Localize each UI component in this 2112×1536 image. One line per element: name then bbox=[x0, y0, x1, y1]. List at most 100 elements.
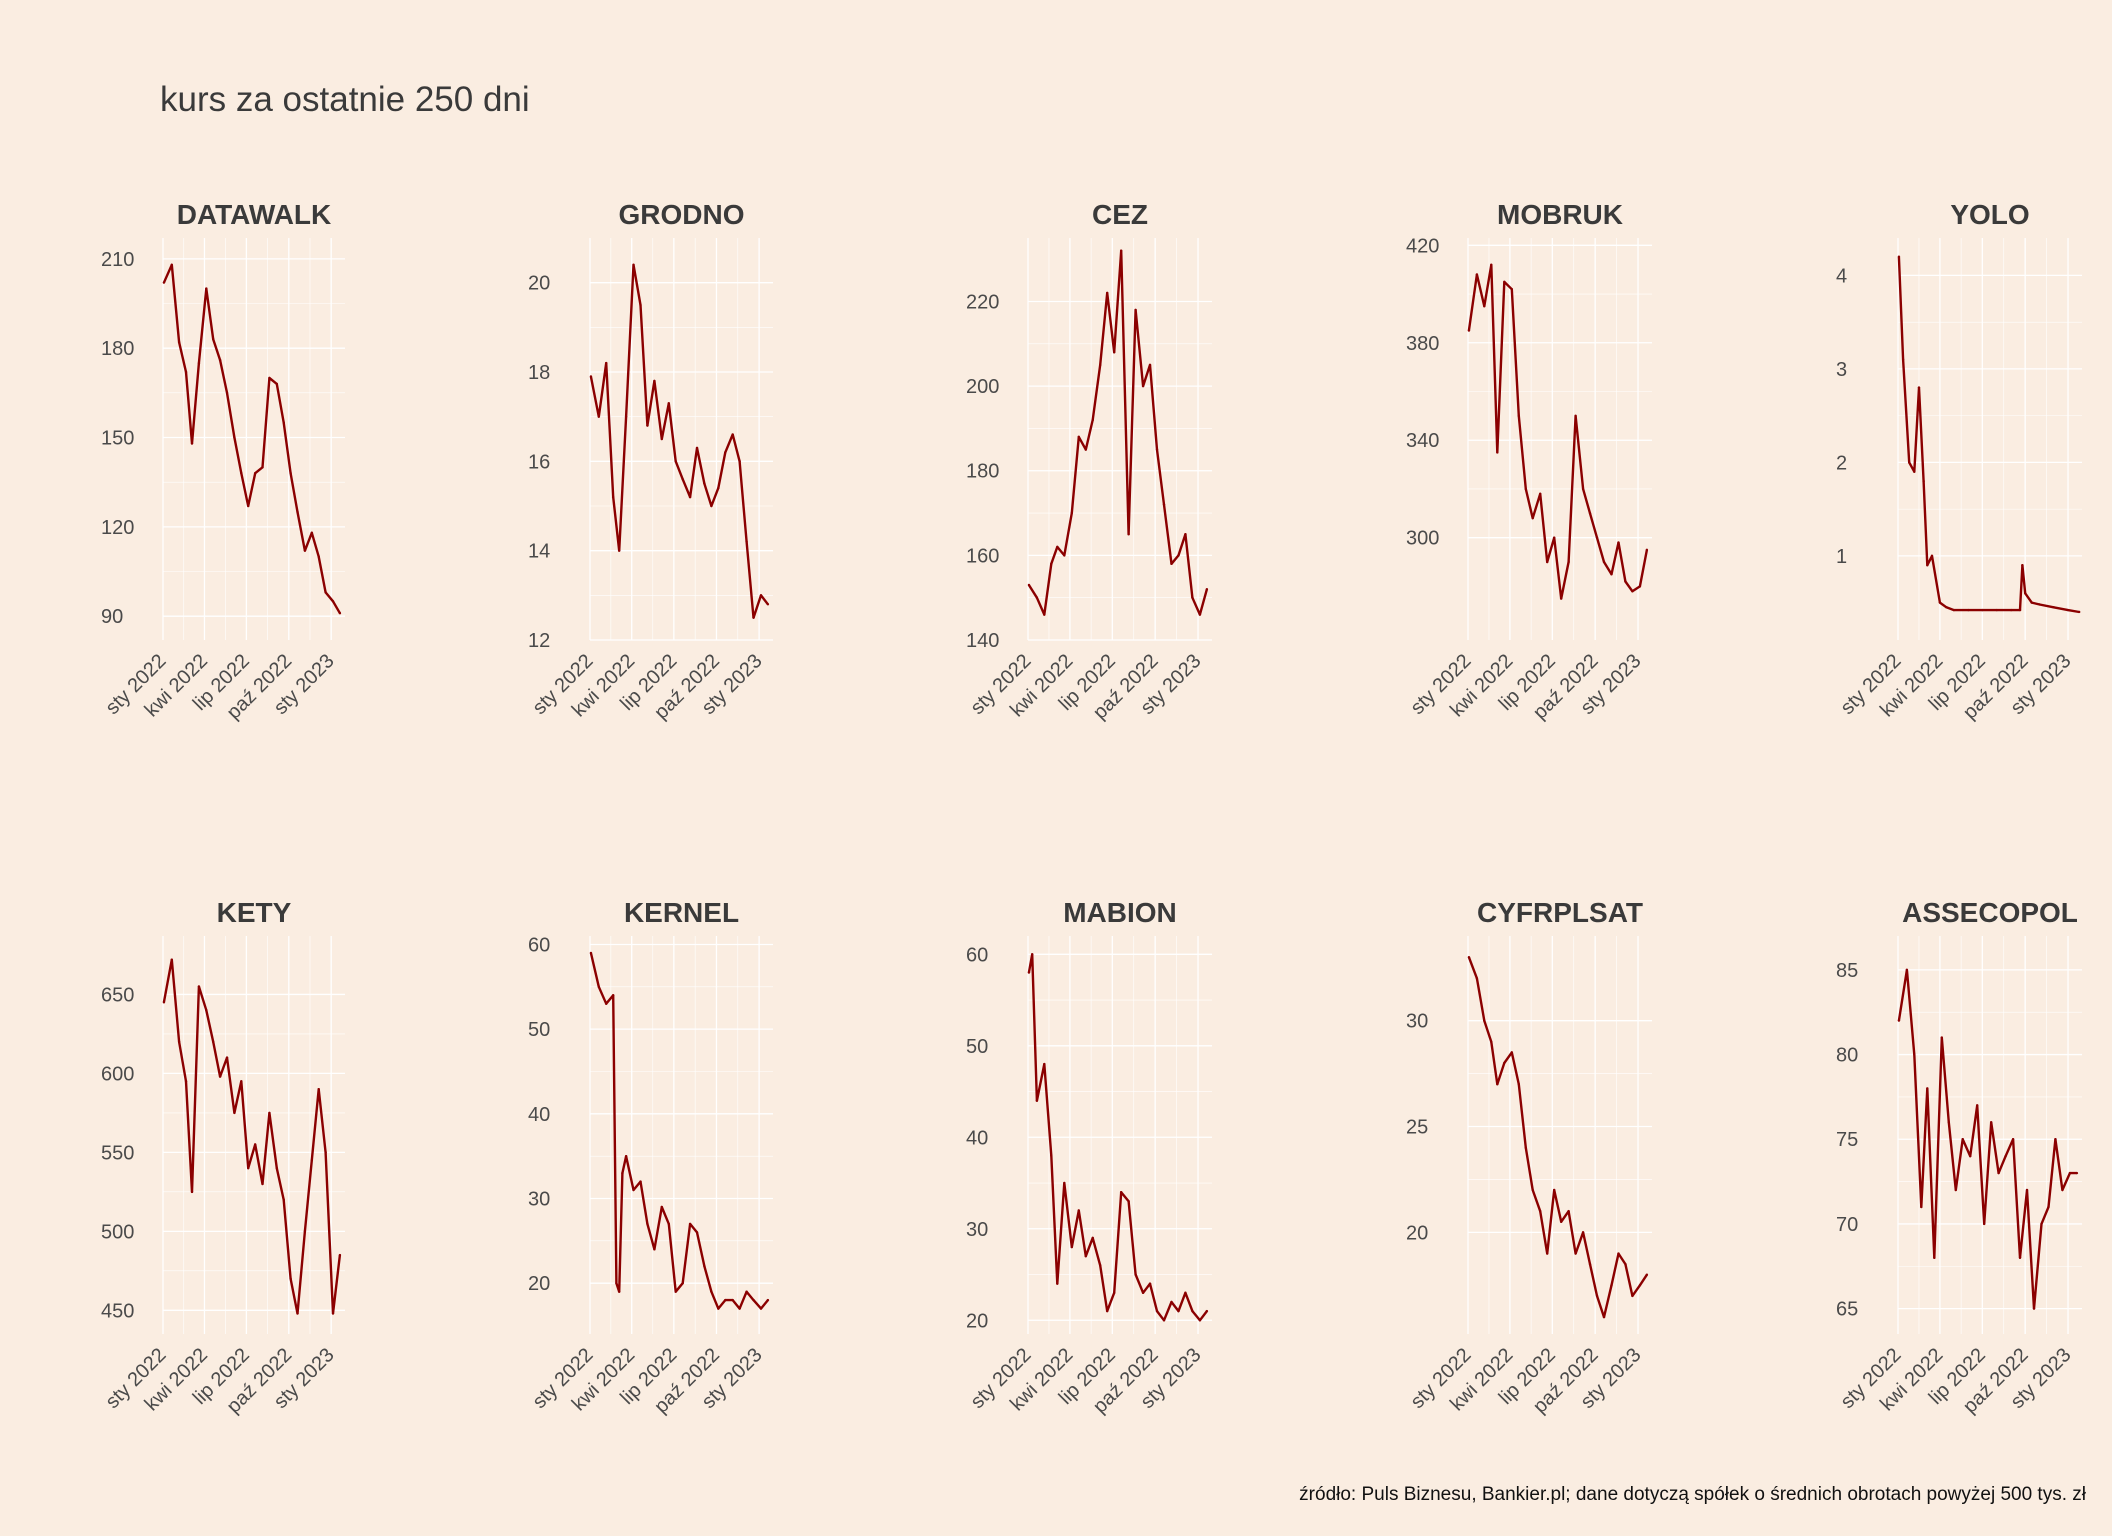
y-tick-label: 600 bbox=[101, 1063, 134, 1085]
data-point bbox=[275, 382, 279, 386]
data-point bbox=[653, 1248, 656, 1251]
data-point bbox=[1496, 451, 1499, 454]
data-point bbox=[1198, 1319, 1202, 1322]
data-point bbox=[1907, 461, 1911, 464]
data-point bbox=[1112, 351, 1116, 354]
data-point bbox=[296, 1312, 299, 1315]
data-point bbox=[317, 1087, 320, 1091]
data-point bbox=[632, 263, 635, 266]
data-point bbox=[717, 486, 720, 490]
data-point bbox=[1917, 386, 1921, 389]
panel-title: YOLO bbox=[1950, 199, 2029, 230]
data-point bbox=[1030, 953, 1034, 956]
data-point bbox=[1926, 1087, 1929, 1090]
y-tick-label: 65 bbox=[1836, 1299, 1858, 1321]
data-point bbox=[1134, 1273, 1137, 1276]
data-point bbox=[218, 1075, 222, 1078]
data-point bbox=[205, 1009, 208, 1012]
data-point bbox=[1930, 554, 1934, 558]
data-point bbox=[1162, 1319, 1166, 1322]
data-point bbox=[225, 1056, 229, 1059]
data-point bbox=[1035, 596, 1039, 599]
data-point bbox=[1035, 1099, 1039, 1102]
data-point bbox=[1050, 1154, 1053, 1157]
data-point bbox=[1574, 1252, 1577, 1255]
data-point bbox=[1191, 1309, 1194, 1313]
data-point bbox=[275, 1166, 279, 1170]
data-point bbox=[233, 1111, 236, 1115]
data-point bbox=[667, 1222, 670, 1226]
data-point bbox=[1517, 414, 1520, 418]
data-point bbox=[605, 361, 608, 365]
data-point bbox=[667, 402, 670, 405]
y-tick-label: 500 bbox=[101, 1221, 134, 1243]
data-point bbox=[1205, 1309, 1209, 1313]
data-point bbox=[1177, 554, 1180, 557]
data-point bbox=[1503, 1061, 1506, 1065]
data-point bbox=[170, 263, 173, 266]
data-point bbox=[615, 1281, 618, 1285]
data-point bbox=[695, 446, 699, 450]
y-tick-label: 85 bbox=[1836, 960, 1858, 982]
data-point bbox=[1567, 1210, 1570, 1213]
data-point bbox=[303, 1230, 307, 1233]
data-point bbox=[653, 379, 656, 383]
data-point bbox=[1119, 1190, 1123, 1194]
data-point bbox=[1056, 1282, 1059, 1285]
data-point bbox=[289, 472, 292, 475]
data-point bbox=[1897, 1019, 1901, 1022]
panel-title: KETY bbox=[217, 897, 292, 928]
y-tick-label: 180 bbox=[966, 461, 999, 483]
data-point bbox=[247, 504, 250, 508]
data-point bbox=[617, 549, 621, 552]
y-tick-label: 650 bbox=[101, 984, 134, 1006]
panel-title: MOBRUK bbox=[1497, 199, 1623, 230]
data-point bbox=[1148, 1282, 1152, 1285]
data-point bbox=[338, 1253, 342, 1257]
y-tick-label: 50 bbox=[528, 1019, 550, 1041]
data-point bbox=[1940, 1036, 1943, 1039]
data-point bbox=[611, 994, 615, 997]
data-point bbox=[184, 370, 188, 374]
y-tick-label: 30 bbox=[528, 1189, 550, 1211]
data-point bbox=[1112, 1291, 1116, 1295]
data-point bbox=[1938, 601, 1942, 604]
data-point bbox=[1091, 1236, 1094, 1240]
data-point bbox=[1483, 1019, 1486, 1022]
data-point bbox=[233, 436, 236, 439]
y-tick-label: 30 bbox=[1406, 1011, 1428, 1033]
data-point bbox=[303, 549, 307, 552]
y-tick-label: 4 bbox=[1836, 265, 1847, 287]
data-point bbox=[268, 376, 271, 380]
price-line bbox=[1027, 249, 1209, 616]
data-point bbox=[1645, 1273, 1649, 1276]
data-point bbox=[162, 1001, 166, 1004]
data-point bbox=[1099, 363, 1102, 367]
price-line bbox=[162, 263, 341, 614]
price-line bbox=[1467, 956, 1648, 1319]
data-point bbox=[1954, 1188, 1957, 1192]
y-tick-label: 16 bbox=[528, 451, 550, 473]
data-point bbox=[710, 1290, 713, 1293]
data-point bbox=[2018, 608, 2022, 612]
data-point bbox=[605, 1002, 608, 1005]
data-point bbox=[1631, 1294, 1634, 1298]
data-point bbox=[1524, 1146, 1527, 1149]
y-tick-label: 220 bbox=[966, 291, 999, 313]
data-point bbox=[2023, 592, 2027, 595]
data-point bbox=[759, 1307, 763, 1310]
data-point bbox=[1638, 585, 1642, 588]
data-point bbox=[212, 1040, 215, 1044]
data-point bbox=[1148, 363, 1152, 367]
data-point bbox=[1595, 1294, 1599, 1298]
data-point bbox=[1141, 1291, 1145, 1295]
y-tick-label: 12 bbox=[528, 630, 550, 652]
panel-title: DATAWALK bbox=[177, 199, 332, 230]
data-point bbox=[1027, 971, 1031, 974]
price-line bbox=[1467, 263, 1649, 600]
